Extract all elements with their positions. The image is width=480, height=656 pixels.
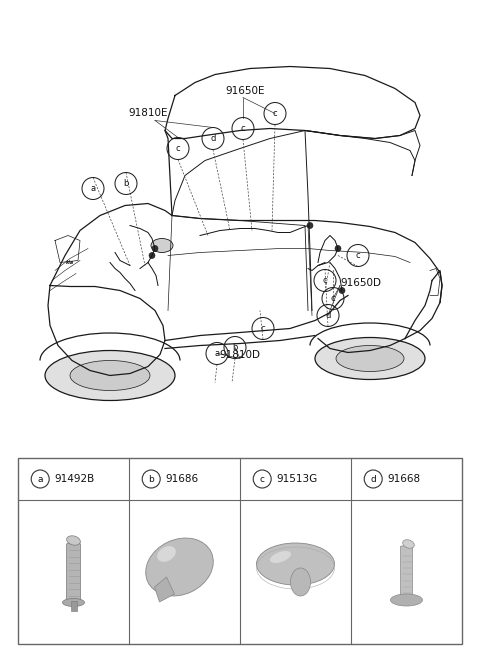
Text: c: c — [331, 294, 336, 303]
Text: c: c — [273, 109, 277, 118]
Ellipse shape — [391, 594, 422, 606]
Circle shape — [152, 245, 158, 251]
Text: kia: kia — [66, 260, 74, 264]
Text: 91650D: 91650D — [340, 277, 381, 287]
Text: d: d — [210, 134, 216, 143]
Ellipse shape — [403, 540, 414, 548]
Text: 91650E: 91650E — [225, 85, 265, 96]
Text: b: b — [148, 474, 154, 483]
Ellipse shape — [315, 337, 425, 380]
Ellipse shape — [45, 350, 175, 401]
Text: c: c — [356, 251, 360, 260]
Ellipse shape — [336, 346, 404, 371]
Text: b: b — [232, 343, 238, 352]
Polygon shape — [155, 577, 175, 602]
Text: c: c — [261, 324, 265, 333]
Text: 91668: 91668 — [387, 474, 420, 484]
Text: 91513G: 91513G — [276, 474, 317, 484]
Ellipse shape — [256, 543, 335, 585]
Text: d: d — [371, 474, 376, 483]
Text: d: d — [325, 311, 331, 320]
FancyBboxPatch shape — [71, 600, 76, 611]
Text: c: c — [323, 276, 327, 285]
FancyBboxPatch shape — [400, 546, 412, 598]
Ellipse shape — [62, 598, 84, 607]
Text: a: a — [90, 184, 96, 193]
FancyBboxPatch shape — [67, 544, 81, 600]
Text: c: c — [260, 474, 264, 483]
Circle shape — [339, 287, 345, 293]
Ellipse shape — [290, 568, 311, 596]
Text: b: b — [123, 179, 129, 188]
Text: 91686: 91686 — [165, 474, 198, 484]
Circle shape — [307, 222, 313, 228]
Text: c: c — [240, 124, 245, 133]
Text: a: a — [37, 474, 43, 483]
Ellipse shape — [151, 239, 173, 253]
Text: 91810D: 91810D — [219, 350, 261, 361]
Circle shape — [149, 253, 155, 258]
Text: 91810E: 91810E — [128, 108, 168, 119]
Ellipse shape — [157, 546, 176, 562]
Ellipse shape — [270, 551, 291, 563]
Ellipse shape — [146, 538, 213, 596]
Ellipse shape — [70, 361, 150, 390]
Ellipse shape — [67, 536, 80, 545]
Circle shape — [335, 245, 341, 251]
Text: a: a — [215, 349, 219, 358]
Text: 91492B: 91492B — [54, 474, 95, 484]
Text: c: c — [176, 144, 180, 153]
